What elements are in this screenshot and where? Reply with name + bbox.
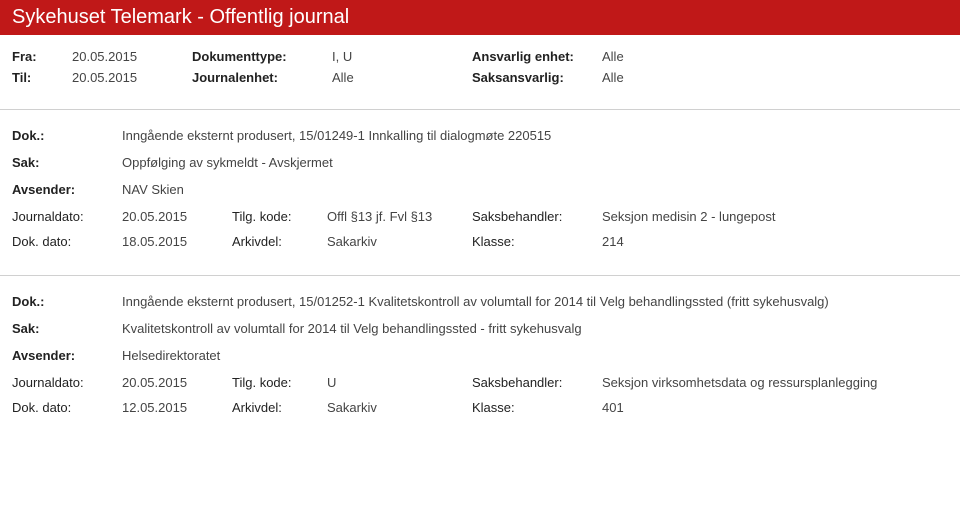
dok-label: Dok.:: [12, 294, 122, 309]
journaldato-value: 20.05.2015: [122, 209, 232, 224]
fra-value: 20.05.2015: [72, 49, 192, 64]
record: Dok.: Inngående eksternt produsert, 15/0…: [0, 276, 960, 441]
dokdato-value: 18.05.2015: [122, 234, 232, 249]
journalenhet-value: Alle: [332, 70, 472, 85]
arkivdel-value: Sakarkiv: [327, 400, 472, 415]
saksbehandler-value: Seksjon medisin 2 - lungepost: [602, 209, 948, 224]
avsender-label: Avsender:: [12, 182, 122, 197]
saksbehandler-value: Seksjon virksomhetsdata og ressursplanle…: [602, 375, 948, 390]
journaldato-value: 20.05.2015: [122, 375, 232, 390]
tilgkode-label: Tilg. kode:: [232, 375, 327, 390]
dokdato-label: Dok. dato:: [12, 234, 122, 249]
ansvarlig-value: Alle: [602, 49, 624, 64]
klasse-label: Klasse:: [472, 234, 602, 249]
arkivdel-label: Arkivdel:: [232, 234, 327, 249]
til-value: 20.05.2015: [72, 70, 192, 85]
sak-row: Sak: Oppfølging av sykmeldt - Avskjermet: [12, 155, 948, 170]
dok-row: Dok.: Inngående eksternt produsert, 15/0…: [12, 128, 948, 143]
header-row-2: Til: 20.05.2015 Journalenhet: Alle Saksa…: [12, 70, 948, 85]
klasse-value: 401: [602, 400, 948, 415]
avsender-row: Avsender: Helsedirektoratet: [12, 348, 948, 363]
arkivdel-value: Sakarkiv: [327, 234, 472, 249]
journalenhet-label: Journalenhet:: [192, 70, 332, 85]
avsender-row: Avsender: NAV Skien: [12, 182, 948, 197]
fra-label: Fra:: [12, 49, 72, 64]
journaldato-label: Journaldato:: [12, 375, 122, 390]
sak-value: Kvalitetskontroll av volumtall for 2014 …: [122, 321, 948, 336]
doktype-value: I, U: [332, 49, 472, 64]
arkivdel-label: Arkivdel:: [232, 400, 327, 415]
saksansvarlig-value: Alle: [602, 70, 624, 85]
dok-row: Dok.: Inngående eksternt produsert, 15/0…: [12, 294, 948, 309]
record: Dok.: Inngående eksternt produsert, 15/0…: [0, 110, 960, 276]
til-label: Til:: [12, 70, 72, 85]
journaldato-row: Journaldato: 20.05.2015 Tilg. kode: U Sa…: [12, 375, 948, 390]
saksansvarlig-label: Saksansvarlig:: [472, 70, 602, 85]
sak-label: Sak:: [12, 321, 122, 336]
avsender-value: NAV Skien: [122, 182, 948, 197]
dok-value: Inngående eksternt produsert, 15/01249-1…: [122, 128, 948, 143]
doktype-label: Dokumenttype:: [192, 49, 332, 64]
page-title: Sykehuset Telemark - Offentlig journal: [0, 0, 960, 35]
ansvarlig-label: Ansvarlig enhet:: [472, 49, 602, 64]
sak-value: Oppfølging av sykmeldt - Avskjermet: [122, 155, 948, 170]
tilgkode-value: Offl §13 jf. Fvl §13: [327, 209, 472, 224]
dokdato-value: 12.05.2015: [122, 400, 232, 415]
dokdato-row: Dok. dato: 12.05.2015 Arkivdel: Sakarkiv…: [12, 400, 948, 415]
page-title-text: Sykehuset Telemark - Offentlig journal: [12, 6, 349, 28]
avsender-value: Helsedirektoratet: [122, 348, 948, 363]
sak-row: Sak: Kvalitetskontroll av volumtall for …: [12, 321, 948, 336]
klasse-value: 214: [602, 234, 948, 249]
avsender-label: Avsender:: [12, 348, 122, 363]
tilgkode-label: Tilg. kode:: [232, 209, 327, 224]
saksbehandler-label: Saksbehandler:: [472, 209, 602, 224]
header-section: Fra: 20.05.2015 Dokumenttype: I, U Ansva…: [0, 35, 960, 110]
sak-label: Sak:: [12, 155, 122, 170]
klasse-label: Klasse:: [472, 400, 602, 415]
dok-value: Inngående eksternt produsert, 15/01252-1…: [122, 294, 948, 309]
tilgkode-value: U: [327, 375, 472, 390]
header-row-1: Fra: 20.05.2015 Dokumenttype: I, U Ansva…: [12, 49, 948, 64]
dokdato-row: Dok. dato: 18.05.2015 Arkivdel: Sakarkiv…: [12, 234, 948, 249]
dokdato-label: Dok. dato:: [12, 400, 122, 415]
journaldato-label: Journaldato:: [12, 209, 122, 224]
journaldato-row: Journaldato: 20.05.2015 Tilg. kode: Offl…: [12, 209, 948, 224]
dok-label: Dok.:: [12, 128, 122, 143]
saksbehandler-label: Saksbehandler:: [472, 375, 602, 390]
